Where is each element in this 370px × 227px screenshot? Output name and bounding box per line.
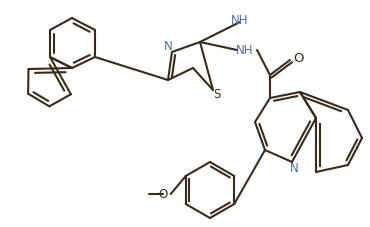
Text: N: N <box>164 40 172 54</box>
Text: NH: NH <box>236 44 254 57</box>
Text: O: O <box>293 52 303 64</box>
Text: N: N <box>290 161 298 175</box>
Text: S: S <box>213 87 221 101</box>
Text: NH: NH <box>231 13 249 27</box>
Text: O: O <box>158 188 167 200</box>
